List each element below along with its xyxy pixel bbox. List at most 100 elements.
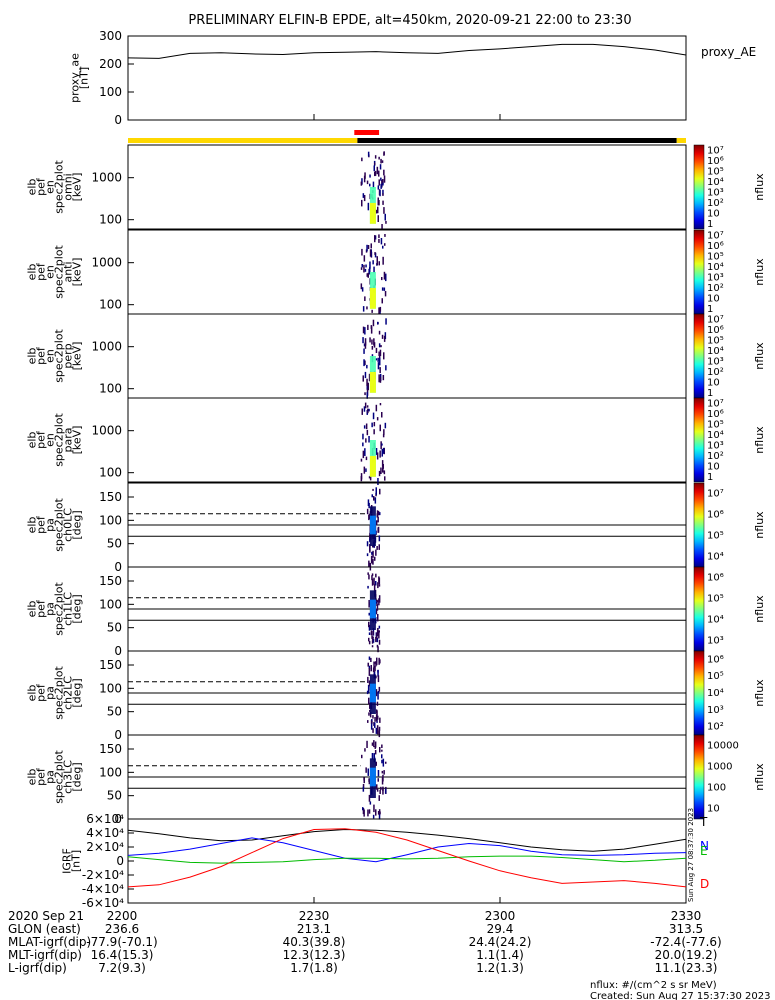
flux-mark <box>362 450 365 459</box>
flux-mark <box>382 193 384 196</box>
flux-mark <box>363 809 365 817</box>
flux-mark <box>376 260 378 266</box>
flux-mark <box>372 715 374 719</box>
flux-mark <box>366 378 368 386</box>
flux-mark <box>374 252 376 255</box>
flux-mark <box>375 581 377 586</box>
flux-mark <box>381 334 384 339</box>
time-bar-segment <box>676 138 686 143</box>
flux-mark <box>381 179 383 188</box>
flux-mark <box>368 794 371 802</box>
flux-mark <box>376 417 379 421</box>
flux-mark <box>361 287 364 292</box>
spectrogram-ylabel-en_para-line: para <box>62 428 75 453</box>
flux-mark <box>368 513 371 519</box>
ephemeris-value: 16.4(15.3) <box>91 948 154 962</box>
flux-mark <box>377 206 379 214</box>
colorbar-label-en_anti: nflux <box>753 258 766 286</box>
flux-mark <box>384 213 386 221</box>
flux-mark <box>377 511 380 516</box>
flux-mark <box>371 560 373 564</box>
flux-mark <box>373 577 375 585</box>
flux-mark <box>373 266 375 274</box>
flux-mark <box>365 438 367 443</box>
colorbar-tick-label: 10 <box>707 804 720 815</box>
flux-mark <box>361 157 363 162</box>
spectrogram-ylabel-pa_ch0-line: elb <box>26 517 39 534</box>
flux-mark <box>372 558 374 565</box>
colorbar-tick-label: 10³ <box>707 272 724 283</box>
colorbar-en_para <box>693 397 705 483</box>
flux-mark <box>363 264 365 273</box>
flux-mark <box>371 635 373 639</box>
colorbar-pa_ch3 <box>693 734 705 820</box>
flux-mark <box>369 801 372 805</box>
ephemeris-value: 236.6 <box>105 922 139 936</box>
colorbar-tick-label: 10⁴ <box>707 552 724 563</box>
igrf-ytick-label: 2×10⁴ <box>86 840 124 854</box>
colorbar-tick-label: 10⁵ <box>707 671 724 682</box>
flux-mark <box>379 789 381 794</box>
flux-mark <box>383 287 386 291</box>
igrf-ytick-label: -2×10⁴ <box>82 868 124 882</box>
flux-mark <box>378 535 381 542</box>
spectrogram-ylabel-pa_ch1-line: ch1LC <box>62 592 75 626</box>
spectrogram-ylabel-en_para-line: [keV] <box>71 426 84 455</box>
flux-mark <box>377 582 379 589</box>
flux-mark <box>366 553 369 557</box>
flux-mark <box>375 675 377 679</box>
spectrogram-ylabel-en_perp-line: spec2plot <box>53 329 66 383</box>
flux-mark <box>382 758 385 767</box>
spectrogram-ylabel-en_anti-line: [keV] <box>71 258 84 287</box>
ephemeris-row-label: 2020 Sep 21 <box>8 909 84 923</box>
flux-mark <box>373 740 375 748</box>
flux-mark <box>379 811 381 815</box>
flux-mark <box>369 709 371 712</box>
spectrogram-ytick-label: 0 <box>114 728 122 742</box>
flux-mark <box>372 631 374 636</box>
flux-mark <box>371 753 374 760</box>
colorbar-tick-label: 10⁵ <box>707 251 724 262</box>
flux-mark <box>375 530 377 535</box>
flux-mark <box>367 499 370 506</box>
flux-mark <box>371 645 374 648</box>
flux-mark <box>377 628 379 635</box>
flux-mark <box>382 200 384 205</box>
flux-mark <box>361 248 363 256</box>
spectrogram-ytick-label: 150 <box>99 742 122 756</box>
flux-mark <box>380 441 382 450</box>
flux-mark <box>364 327 366 335</box>
spectrogram-frame-en_para <box>127 397 687 483</box>
flux-mark <box>368 476 371 479</box>
flux-mark <box>370 723 373 730</box>
spectrogram-ylabel-pa_ch2-line: pef <box>35 683 48 702</box>
flux-mark <box>362 786 365 792</box>
flux-mark <box>366 244 368 252</box>
footer-units: nflux: #/(cm^2 s sr MeV) <box>590 980 717 991</box>
flux-mark <box>371 339 373 345</box>
flux-mark <box>377 321 379 325</box>
flux-mark <box>373 804 375 813</box>
flux-mark <box>365 264 367 268</box>
colorbar-tick-label: 10² <box>707 367 724 378</box>
flux-mark <box>374 252 377 258</box>
flux-mark <box>382 464 384 469</box>
flux-mark <box>371 573 374 576</box>
colorbar-label-en_para: nflux <box>753 426 766 454</box>
flux-mark <box>381 759 383 764</box>
colorbar-tick-label: 10⁴ <box>707 177 724 188</box>
flux-mark <box>384 291 387 297</box>
flux-mark <box>366 273 368 277</box>
colorbar-tick-label: 10⁶ <box>707 241 724 252</box>
ephemeris-row-label: MLAT-igrf(dip) <box>8 935 91 949</box>
flux-mark <box>370 326 373 334</box>
flux-mark <box>370 243 372 249</box>
flux-mark <box>378 179 380 186</box>
colorbar-tick-label: 10 <box>707 293 720 304</box>
flux-mark <box>373 422 376 427</box>
spectrogram-ylabel-en_omni-line: en <box>44 180 57 194</box>
